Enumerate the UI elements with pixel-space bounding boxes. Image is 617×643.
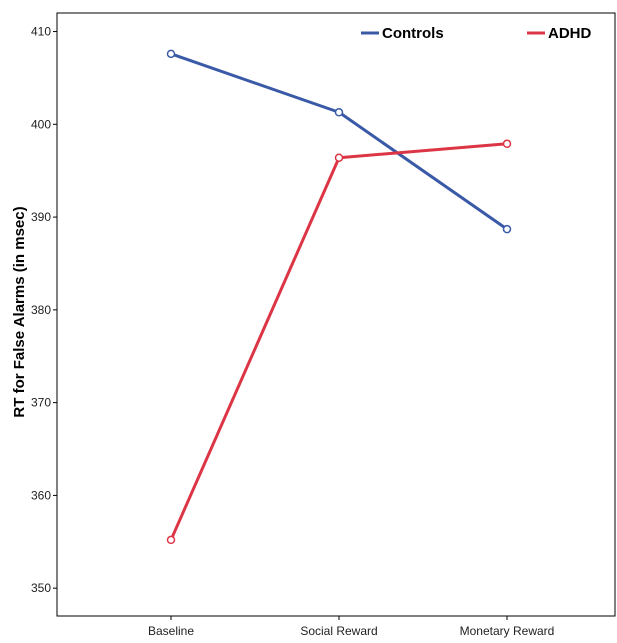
x-tick-label: Monetary Reward	[460, 624, 555, 638]
data-point-controls	[334, 108, 344, 117]
y-tick-label: 370	[31, 396, 51, 410]
y-tick-label: 350	[31, 581, 51, 595]
y-tick-label: 410	[31, 25, 51, 39]
y-tick-label: 390	[31, 210, 51, 224]
y-axis-label: RT for False Alarms (in msec)	[11, 206, 28, 417]
data-point-adhd	[334, 153, 344, 162]
y-axis: 350 360 370 380 390 400 410	[31, 25, 57, 595]
x-tick-label: Baseline	[148, 624, 194, 638]
plot-area	[56, 12, 616, 617]
x-tick-label: Social Reward	[300, 624, 377, 638]
y-tick-label: 400	[31, 117, 51, 131]
x-axis: Baseline Social Reward Monetary Reward	[148, 616, 554, 638]
legend-label-controls: Controls	[382, 25, 444, 42]
data-point-controls	[166, 49, 176, 59]
legend: Controls ADHD	[361, 25, 591, 42]
y-tick-label: 380	[31, 303, 51, 317]
data-point-adhd	[502, 139, 512, 149]
data-point-controls	[502, 224, 512, 234]
y-tick-label: 360	[31, 488, 51, 502]
legend-label-adhd: ADHD	[548, 25, 591, 42]
series-layer	[166, 49, 512, 545]
data-point-adhd	[166, 535, 176, 545]
